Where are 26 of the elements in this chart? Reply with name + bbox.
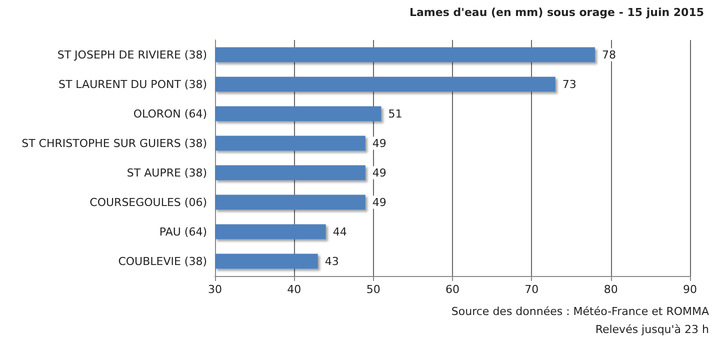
data-label: 73 [562, 78, 576, 91]
data-label: 43 [324, 254, 339, 268]
y-tick-label: COUBLEVIE (38) [118, 254, 207, 268]
x-tick-label: 50 [366, 283, 380, 296]
x-tick-label: 60 [446, 283, 460, 296]
data-label: 78 [602, 48, 616, 62]
data-label: 49 [372, 166, 386, 180]
text: Relevés jusqu'à 23 h [595, 323, 710, 336]
chart-title: Lames d'eau (en mm) sous orage - 15 juin 2015 [409, 6, 704, 19]
x-tick-label: 30 [208, 283, 222, 296]
y-tick-label: OLORON (64) [133, 107, 207, 120]
y-tick-label: ST AUPRE (38) [126, 166, 207, 180]
data-label: 44 [332, 225, 347, 238]
x-tick-label: 80 [604, 283, 618, 296]
y-tick-label: ST LAURENT DU PONT (38) [58, 78, 207, 91]
x-tick-label: 40 [287, 283, 302, 296]
y-tick-label: PAU (64) [159, 225, 207, 238]
data-label: 49 [372, 196, 386, 209]
x-tick-label: 90 [683, 283, 697, 296]
x-tick-label: 70 [524, 283, 539, 296]
y-tick-label: ST CHRISTOPHE SUR GUIERS (38) [22, 136, 207, 150]
source-note: Source des données : Météo-France et ROMMA [451, 305, 710, 318]
data-label: 49 [372, 136, 386, 150]
data-label: 51 [388, 107, 402, 120]
y-tick-label: ST JOSEPH DE RIVIERE (38) [57, 48, 207, 62]
y-tick-label: COURSEGOULES (06) [90, 196, 207, 209]
